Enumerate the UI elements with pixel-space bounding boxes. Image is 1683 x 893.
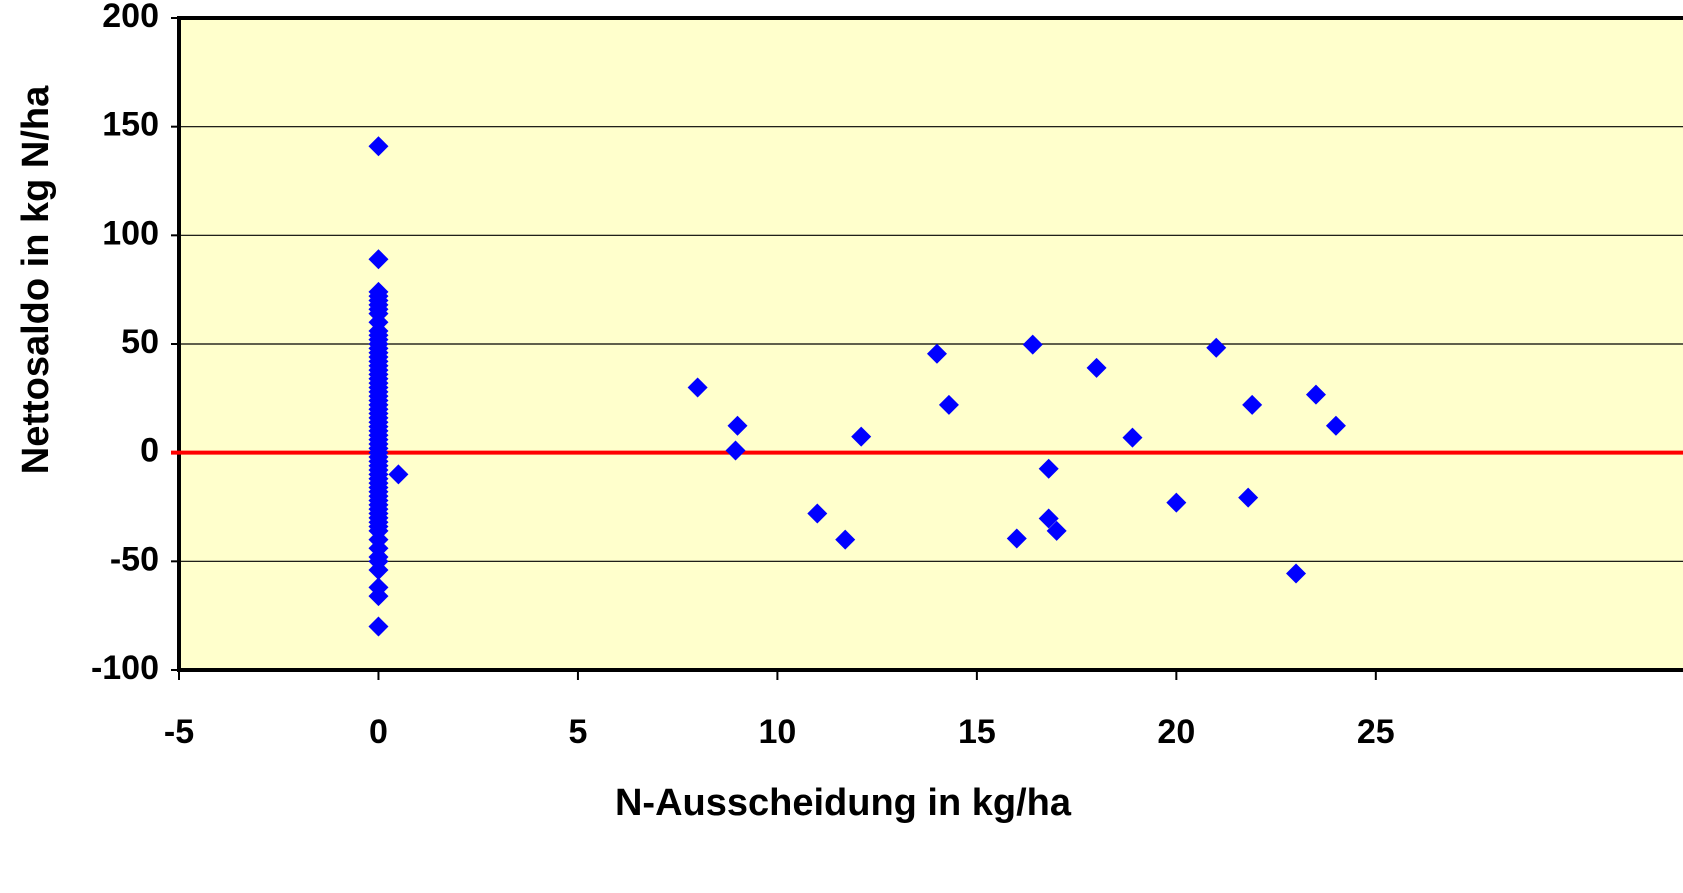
point [1325,415,1346,436]
x-tick-label: 0 [369,713,388,751]
x-tick-label: -5 [164,713,194,751]
point [1122,427,1143,448]
y-tick-label: 0 [140,432,159,470]
y-tick-label: 150 [102,106,159,144]
point [1046,520,1067,541]
point [1206,337,1227,358]
point [368,560,389,581]
point [1286,563,1307,584]
axis-frame [177,16,1683,672]
point [1086,357,1107,378]
y-tick-label: 200 [102,0,159,35]
y-tick-label: 100 [102,214,159,252]
point [727,415,748,436]
point [1038,508,1059,529]
y-tick-label: -100 [91,649,159,687]
point [1038,458,1059,479]
y-tick-label: 50 [121,323,159,361]
x-tick-label: 20 [1157,713,1195,751]
x-axis-title: N-Ausscheidung in kg/ha [615,782,1072,824]
point [1166,492,1187,513]
point [851,426,872,447]
point [1022,334,1043,355]
point [388,464,409,485]
point [926,343,947,364]
x-tick-label: 15 [958,713,996,751]
y-tick-label: -50 [110,540,159,578]
y-axis-title: Nettosaldo in kg N/ha [15,85,57,474]
point [368,586,389,607]
point [368,616,389,637]
point [725,440,746,461]
point [1006,528,1027,549]
point [1305,384,1326,405]
x-tick-label: 10 [758,713,796,751]
point [1238,487,1259,508]
x-tick-label: 5 [568,713,587,751]
point [1242,394,1263,415]
point [687,377,708,398]
point [807,503,828,524]
point [368,136,389,157]
x-tick-label: 25 [1357,713,1395,751]
point [368,249,389,270]
point [835,529,856,550]
point [938,394,959,415]
